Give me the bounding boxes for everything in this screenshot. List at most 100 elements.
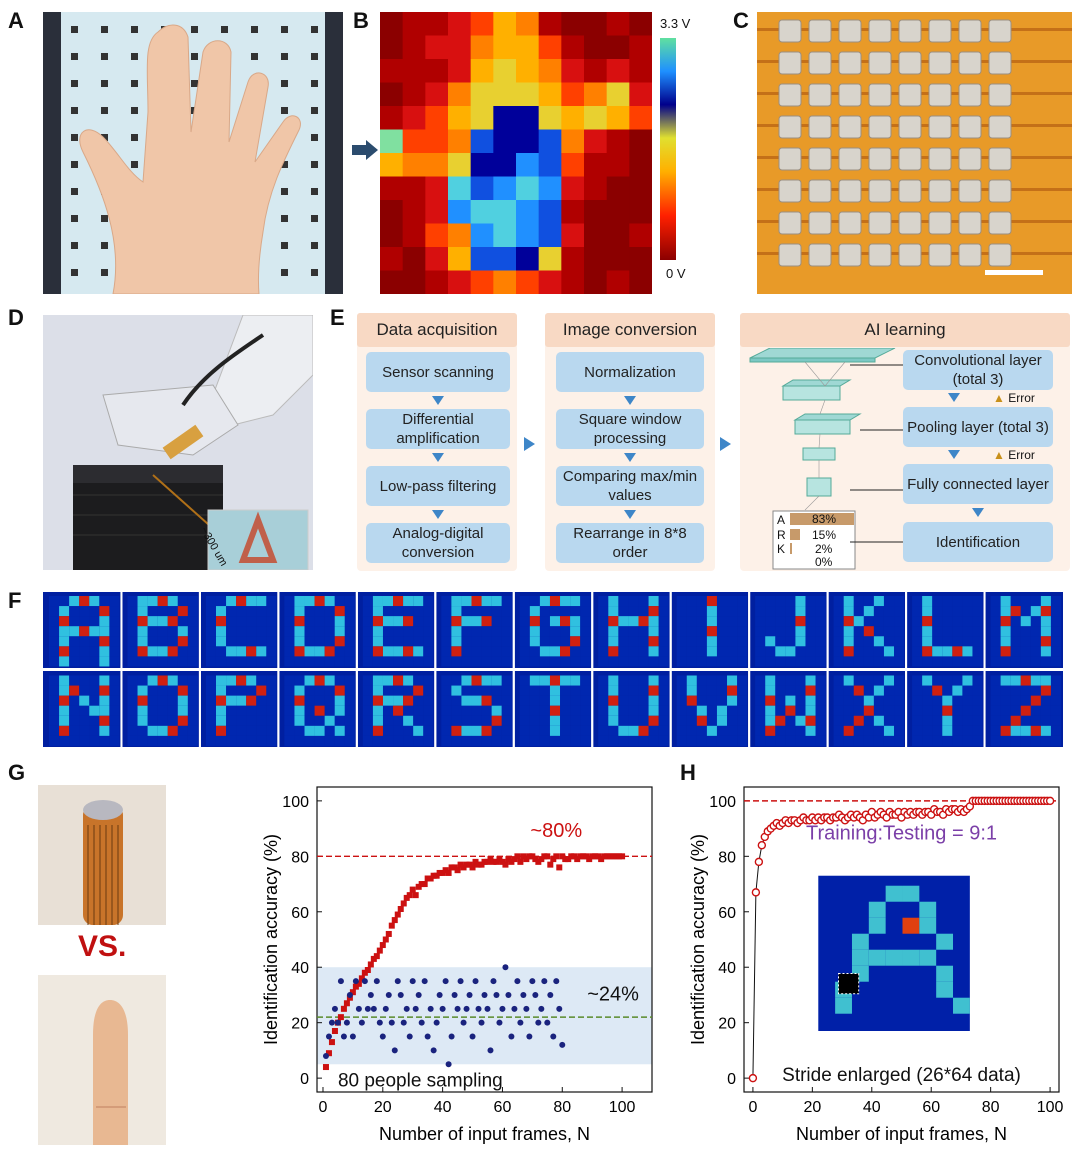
letter-heatmap-cell (706, 695, 717, 706)
letter-heatmap-cell (608, 735, 619, 746)
letter-heatmap-cell (737, 725, 748, 736)
letter-heatmap-cell (560, 685, 571, 696)
step-convolutional-layer: Convolutional layer (total 3) (903, 350, 1053, 390)
letter-heatmap-cell (69, 636, 80, 647)
letter-heatmap-cell (334, 715, 345, 726)
inset-cell (885, 949, 903, 966)
output-letter: K (777, 542, 786, 556)
letter-heatmap-cell (883, 715, 895, 726)
letter-heatmap-cell (912, 685, 923, 696)
letter-heatmap-cell (256, 725, 267, 736)
letter-heatmap-cell (451, 675, 462, 686)
heatmap-cell (516, 35, 540, 60)
y-tick-label: 80 (291, 849, 309, 866)
letter-heatmap-cell (805, 596, 816, 607)
letter-heatmap-cell (549, 646, 561, 657)
letter-heatmap-cell (843, 626, 854, 637)
letter-heatmap-cell (990, 685, 1001, 696)
heatmap-cell (448, 200, 472, 224)
letter-heatmap-cell (481, 626, 492, 637)
letter-heatmap-cell (89, 685, 100, 696)
letter-heatmap-cell (638, 646, 649, 657)
letter-heatmap-cell (236, 715, 247, 726)
letter-heatmap-cell (922, 675, 933, 686)
letter-heatmap-cell (1050, 596, 1061, 607)
letter-heatmap-cell (294, 626, 305, 637)
heatmap-cell (380, 223, 404, 248)
letter-heatmap-cell (362, 695, 373, 706)
letter-heatmap-cell (109, 626, 120, 637)
sensor-pixel (868, 19, 892, 43)
sensor-pixel (898, 211, 922, 235)
heatmap-cell (402, 35, 426, 60)
letter-heatmap-cell (177, 596, 188, 607)
letter-heatmap-cell (481, 596, 492, 607)
letter-heatmap-cell (894, 606, 905, 617)
letter-heatmap-cell (423, 735, 434, 746)
letter-heatmap-cell (393, 596, 404, 607)
sensor-node (101, 80, 108, 87)
letter-heatmap-cell (873, 636, 884, 647)
sensor-pixel (988, 147, 1012, 171)
letter-heatmap-cell (873, 735, 884, 746)
letter-heatmap-cell (334, 606, 345, 617)
letter-heatmap-cell (49, 636, 60, 647)
heatmap-cell (380, 12, 404, 36)
letter-heatmap-cell (187, 656, 198, 667)
letter-heatmap-cell (382, 646, 394, 657)
letter-heatmap-cell (795, 626, 806, 637)
step-analog-digital-conversion: Analog-digital conversion (366, 523, 510, 563)
heatmap-cell (516, 82, 540, 107)
inset-cell (868, 917, 886, 934)
letter-heatmap-cell (962, 705, 973, 716)
letter-heatmap-cell (737, 705, 748, 716)
letter-heatmap-cell (127, 675, 138, 686)
letter-heatmap-cell (608, 626, 619, 637)
letter-heatmap-cell (177, 705, 188, 716)
letter-heatmap-cell (413, 715, 424, 726)
letter-heatmap-cell (294, 715, 305, 726)
letter-heatmap-cell (570, 626, 581, 637)
letter-heatmap-cell (167, 616, 178, 627)
data-point (499, 1005, 506, 1012)
heatmap-cell (538, 176, 562, 201)
letter-heatmap-cell (990, 705, 1001, 716)
letter-heatmap-cell (284, 725, 295, 736)
output-pct: 83% (812, 512, 837, 526)
letter-heatmap-cell (1030, 705, 1041, 716)
letter-heatmap-cell (1020, 675, 1031, 686)
letter-heatmap-cell (157, 646, 168, 657)
letter-heatmap-cell (157, 616, 168, 627)
down-arrow (624, 510, 636, 519)
letter-heatmap-cell (481, 675, 492, 686)
letter-heatmap-cell (205, 626, 216, 637)
letter-heatmap-cell (873, 616, 884, 627)
letter-heatmap-cell (324, 606, 335, 617)
output-letter: R (777, 528, 786, 542)
sensor-node (221, 26, 228, 33)
step-normalization: Normalization (556, 352, 704, 392)
letter-heatmap-cell (109, 656, 120, 667)
letter-heatmap-cell (952, 646, 963, 657)
panel-label-d: D (8, 305, 24, 330)
sensor-node (131, 134, 138, 141)
letter-heatmap-cell (79, 725, 90, 736)
letter-heatmap-cell (570, 616, 581, 627)
sensor-pixel (898, 51, 922, 75)
letter-heatmap-cell (501, 636, 512, 647)
down-arrow (624, 396, 636, 405)
data-point (496, 1019, 503, 1026)
letter-heatmap-cell (471, 626, 482, 637)
letter-heatmap-cell (580, 646, 591, 657)
letter-heatmap-cell (461, 626, 472, 637)
letter-heatmap-cell (491, 656, 502, 667)
letter-heatmap-cell (1050, 685, 1061, 696)
letter-heatmap-cell (676, 606, 687, 617)
letter-heatmap-cell (942, 596, 953, 607)
letter-heatmap-cell (598, 725, 609, 736)
letter-heatmap-cell (344, 626, 355, 637)
letter-heatmap-cell (99, 626, 110, 637)
data-point (463, 1005, 470, 1012)
letter-heatmap-cell (696, 675, 707, 686)
letter-heatmap-cell (246, 685, 257, 696)
